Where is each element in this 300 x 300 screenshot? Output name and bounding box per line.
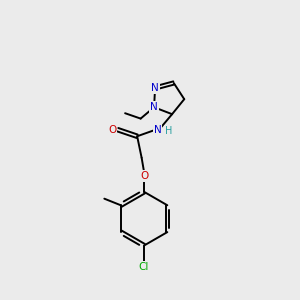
Text: Cl: Cl [139,262,149,272]
Text: O: O [108,125,116,135]
Text: H: H [164,126,172,136]
Text: N: N [150,102,158,112]
Text: N: N [151,83,159,93]
Text: N: N [154,125,162,135]
Text: O: O [140,171,148,181]
